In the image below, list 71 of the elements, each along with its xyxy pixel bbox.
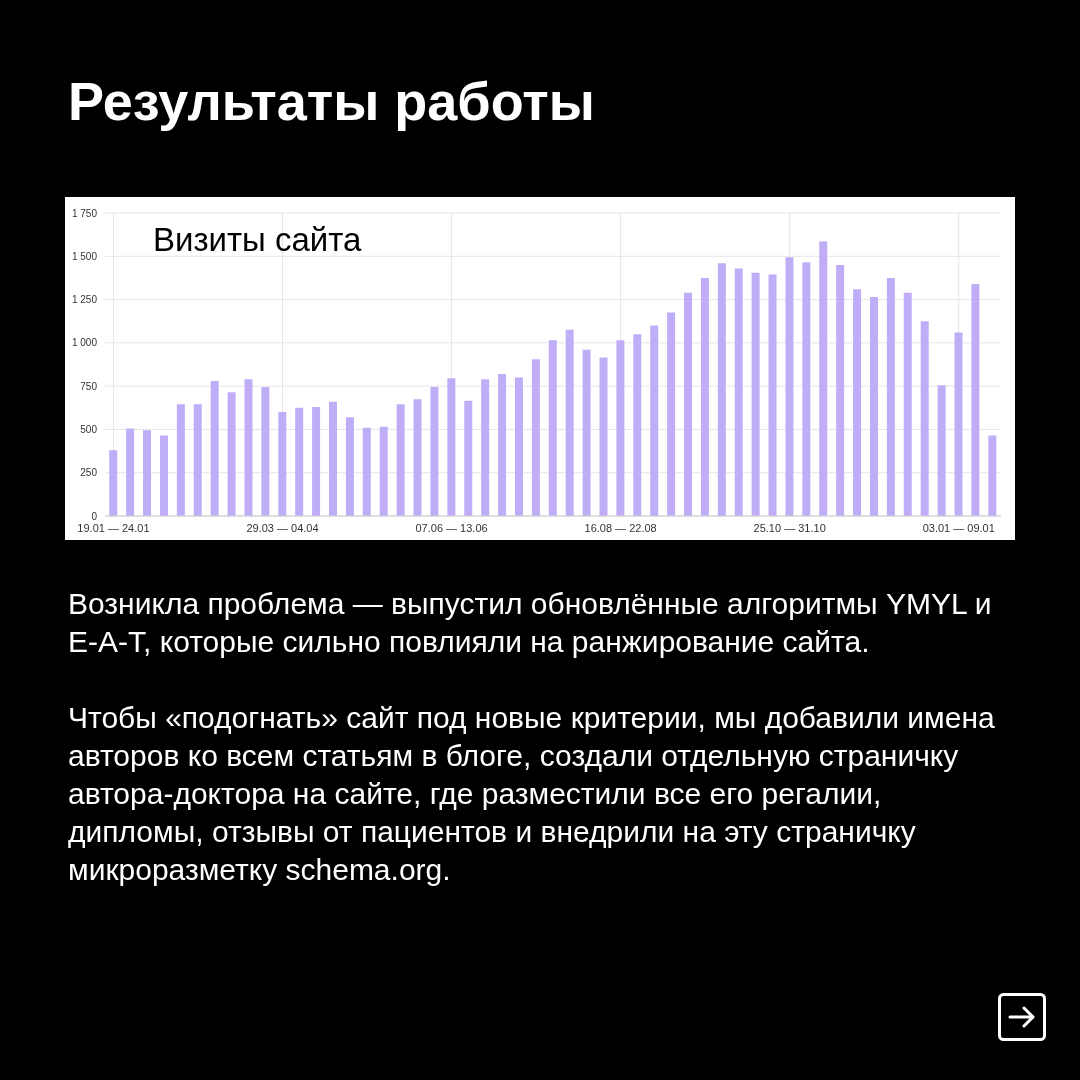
bar — [176, 404, 185, 516]
x-tick-label: 19.01 — 24.01 — [77, 521, 150, 534]
bar — [667, 312, 676, 516]
bar — [768, 274, 777, 516]
bar — [717, 263, 726, 516]
x-tick-label: 25.10 — 31.10 — [753, 521, 826, 534]
bar — [514, 377, 523, 516]
text: Возникла проблема — выпустил обновлённые алгоритмы YMYL и E-A-T, которые сильно повлияли на ранжирование сайта. — [68, 586, 993, 660]
bar — [396, 404, 405, 516]
y-tick-label: 250 — [80, 467, 98, 479]
y-tick-label: 1 500 — [71, 250, 98, 262]
bar — [295, 407, 304, 516]
bar — [278, 412, 287, 516]
bar — [971, 283, 980, 516]
bar — [498, 374, 507, 516]
bar — [599, 357, 608, 516]
bar — [548, 340, 557, 516]
x-tick-label: 07.06 — 13.06 — [415, 521, 488, 534]
bar — [684, 292, 693, 516]
bar — [616, 340, 625, 516]
chart-title: Результаты работы — [68, 70, 595, 132]
bar — [159, 435, 168, 516]
y-tick-label: 1 250 — [71, 294, 98, 306]
bar — [785, 257, 794, 516]
bar — [362, 427, 371, 516]
bar — [413, 399, 422, 516]
bar — [954, 332, 963, 516]
bar — [109, 450, 118, 516]
text: Чтобы «подогнать» сайт под новые критерии, мы добавили имена авторов ко всем статьям в блоге, создали отдельную страничку автора-доктора на сайте, где разместили все его регалии, дипломы, отзывы от пациентов и внедрили на эту страничку микроразметку schema.org. — [68, 700, 996, 888]
bar — [261, 387, 270, 516]
y-tick-label: 750 — [80, 380, 98, 392]
bar — [853, 289, 862, 516]
y-tick-label: 500 — [80, 423, 98, 435]
bar — [751, 272, 760, 516]
x-tick-label: 29.03 — 04.04 — [246, 521, 319, 534]
y-tick-label: 1 750 — [71, 207, 98, 219]
bar — [903, 292, 912, 516]
bar — [379, 426, 388, 516]
bar — [869, 296, 878, 516]
y-tick-label: 0 — [91, 510, 98, 522]
bar — [531, 359, 540, 516]
bar — [481, 379, 490, 516]
bar — [244, 379, 253, 516]
bar — [565, 329, 574, 516]
bar — [988, 435, 997, 516]
bar — [802, 262, 811, 516]
bar — [937, 385, 946, 516]
bar — [447, 378, 456, 516]
bar — [430, 387, 439, 516]
bar — [734, 268, 743, 516]
bar — [312, 406, 321, 516]
bar — [464, 400, 473, 516]
bar — [210, 380, 219, 516]
bar — [920, 321, 929, 516]
bar — [700, 277, 709, 516]
x-tick-label: 03.01 — 09.01 — [922, 521, 995, 534]
bar — [582, 349, 591, 516]
x-tick-label: 16.08 — 22.08 — [584, 521, 657, 534]
bar — [227, 392, 236, 516]
bar — [143, 430, 152, 516]
chart-subtitle: Визиты сайта — [153, 221, 362, 259]
bar — [650, 325, 659, 516]
bar — [819, 241, 828, 516]
bar — [633, 334, 642, 516]
bar — [329, 401, 337, 516]
bar — [345, 417, 354, 516]
bar — [836, 264, 845, 516]
bar — [193, 404, 202, 516]
y-tick-label: 1 000 — [71, 337, 98, 349]
bar — [886, 277, 895, 516]
bar — [126, 428, 135, 516]
